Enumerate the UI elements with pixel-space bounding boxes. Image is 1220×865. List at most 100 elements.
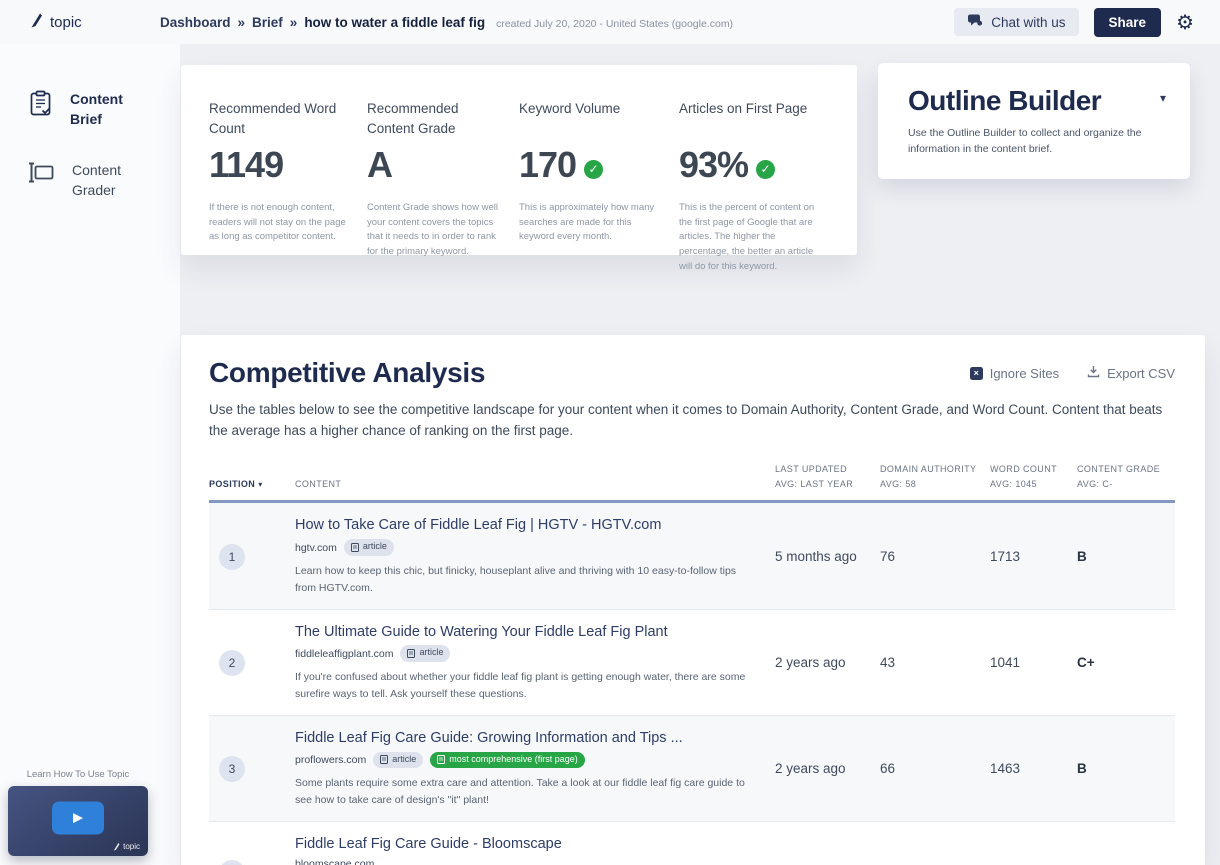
tutorial-video-thumbnail[interactable]: ▶ topic: [8, 786, 148, 856]
brief-created-meta: created July 20, 2020 - United States (g…: [496, 17, 734, 30]
article-badge: article: [400, 645, 451, 663]
result-title-link[interactable]: How to Take Care of Fiddle Leaf Fig | HG…: [295, 517, 662, 534]
topbar-actions: Chat with us Share ⚙: [954, 7, 1220, 37]
brief-stats-card: Recommended Word Count 1149 If there is …: [181, 65, 857, 272]
top-bar: topic Dashboard » Brief » how to water a…: [0, 0, 1220, 44]
result-domain: fiddleleaffigplant.com: [295, 647, 394, 660]
position-badge: 1: [219, 543, 245, 570]
cell-content-grade: B: [1077, 761, 1087, 777]
outline-builder-card: Outline Builder ▾ Use the Outline Builde…: [878, 63, 1190, 179]
play-button[interactable]: ▶: [52, 801, 104, 835]
document-icon: [437, 754, 446, 764]
position-badge: 2: [219, 649, 245, 676]
column-header-word-count: WORD COUNT AVG: 1045: [990, 463, 1057, 490]
sidebar-item-content-brief[interactable]: Content Brief: [0, 90, 180, 129]
column-header-content-grade: CONTENT GRADE AVG: C-: [1077, 463, 1161, 490]
cell-domain-authority: 50: [880, 835, 990, 865]
document-icon: [407, 648, 416, 658]
check-circle-icon: ✓: [584, 159, 604, 179]
cell-content-grade: C+: [1077, 655, 1095, 671]
stat-description: This is the percent of content on the fi…: [679, 202, 815, 272]
result-title-link[interactable]: The Ultimate Guide to Watering Your Fidd…: [295, 623, 668, 640]
clipboard-icon: [28, 90, 53, 122]
cell-word-count: 1713: [990, 549, 1021, 564]
stat-description: Content Grade shows how well your conten…: [367, 202, 498, 258]
column-header-content: CONTENT: [295, 479, 342, 490]
close-box-icon: ×: [969, 366, 983, 380]
breadcrumb-separator: »: [289, 14, 298, 30]
cell-last-updated: -: [775, 835, 880, 865]
position-header-label: POSITION: [209, 479, 256, 490]
breadcrumb-current-page: how to water a fiddle leaf fig: [304, 14, 486, 30]
stat-value: A: [367, 144, 393, 185]
column-header-domain-authority: DOMAIN AUTHORITY AVG: 58: [880, 463, 977, 490]
caret-down-icon[interactable]: ▾: [1159, 91, 1166, 105]
stat-value: 93%: [679, 144, 749, 185]
export-csv-button[interactable]: Export CSV: [1087, 365, 1175, 381]
sidebar-item-label: Content Brief: [70, 91, 123, 127]
result-domain: hgtv.com: [295, 541, 337, 554]
cell-word-count: 1041: [990, 655, 1021, 671]
stat-recommended-content-grade: Recommended Content Grade A Content Grad…: [367, 99, 519, 257]
video-watermark-text: topic: [123, 842, 140, 851]
breadcrumb: Dashboard » Brief » how to water a fiddl…: [160, 15, 733, 30]
stat-value: 170: [519, 144, 577, 185]
competitive-analysis-description: Use the tables below to see the competit…: [209, 402, 1163, 438]
play-icon: ▶: [73, 810, 83, 826]
result-description: Some plants require some extra care and …: [295, 777, 745, 807]
chat-with-us-button[interactable]: Chat with us: [954, 8, 1079, 36]
cell-domain-authority: 76: [880, 549, 896, 564]
gear-icon[interactable]: ⚙: [1176, 10, 1194, 34]
app-logo[interactable]: topic: [0, 12, 160, 32]
result-title-link[interactable]: Fiddle Leaf Fig Care Guide: Growing Info…: [295, 729, 683, 746]
sidebar-item-content-grader[interactable]: Content Grader: [0, 161, 180, 200]
cell-last-updated: 5 months ago: [775, 549, 857, 564]
breadcrumb-dashboard[interactable]: Dashboard: [160, 14, 231, 30]
competitive-analysis-title: Competitive Analysis: [209, 357, 486, 388]
export-csv-label: Export CSV: [1107, 365, 1175, 381]
cell-last-updated: 2 years ago: [775, 761, 846, 777]
stat-label: Articles on First Page: [679, 101, 808, 116]
column-header-position[interactable]: POSITION ▾: [209, 477, 295, 492]
chat-button-label: Chat with us: [991, 14, 1066, 30]
stat-keyword-volume: Keyword Volume 170 ✓ This is approximate…: [519, 99, 679, 255]
sidebar: Content Brief Content Grader Learn How T…: [0, 44, 180, 865]
article-badge: article: [373, 751, 424, 769]
sidebar-item-label: Content Grader: [72, 162, 122, 198]
stat-value: 1149: [209, 144, 284, 185]
result-description: Learn how to keep this chic, but finicky…: [295, 564, 737, 594]
chat-bubble-icon: [967, 14, 983, 30]
stat-label: Keyword Volume: [519, 101, 621, 116]
most-comprehensive-badge: most comprehensive (first page): [430, 751, 585, 769]
document-icon: [350, 542, 359, 552]
cell-content-grade: C-: [1077, 835, 1175, 865]
cell-word-count: 732: [990, 835, 1077, 865]
tutorial-video-label: Learn How To Use Topic: [26, 769, 130, 780]
table-header-row: POSITION ▾ CONTENT LAST UPDATED AVG: LAS…: [209, 462, 1175, 504]
logo-text: topic: [50, 13, 82, 31]
outline-builder-description: Use the Outline Builder to collect and o…: [908, 127, 1142, 156]
result-domain: proflowers.com: [295, 753, 367, 766]
table-row: 2 The Ultimate Guide to Watering Your Fi…: [209, 610, 1175, 716]
breadcrumb-brief[interactable]: Brief: [252, 14, 283, 30]
breadcrumb-separator: »: [237, 14, 246, 30]
tutorial-video-box: Learn How To Use Topic ▶ topic: [8, 769, 148, 856]
ignore-sites-button[interactable]: × Ignore Sites: [969, 365, 1059, 381]
position-badge: 4: [219, 859, 245, 865]
result-title-link[interactable]: Fiddle Leaf Fig Care Guide - Bloomscape: [295, 835, 562, 852]
stat-recommended-word-count: Recommended Word Count 1149 If there is …: [209, 99, 367, 255]
competitive-analysis-card: Competitive Analysis × Ignore Sites Expo…: [181, 335, 1205, 865]
pen-icon: [30, 12, 43, 32]
check-circle-icon: ✓: [756, 159, 776, 179]
download-icon: [1087, 365, 1100, 381]
stat-description: If there is not enough content, readers …: [209, 202, 346, 243]
cell-domain-authority: 43: [880, 655, 896, 671]
cell-last-updated: 2 years ago: [775, 655, 846, 671]
article-badge: article: [343, 539, 394, 556]
table-row: 4 Fiddle Leaf Fig Care Guide - Bloomscap…: [209, 822, 1175, 865]
table-row: 1 How to Take Care of Fiddle Leaf Fig | …: [209, 503, 1175, 610]
share-button[interactable]: Share: [1093, 7, 1162, 37]
video-watermark: topic: [113, 842, 140, 851]
position-badge: 3: [219, 755, 245, 782]
text-grader-icon: [28, 161, 55, 188]
